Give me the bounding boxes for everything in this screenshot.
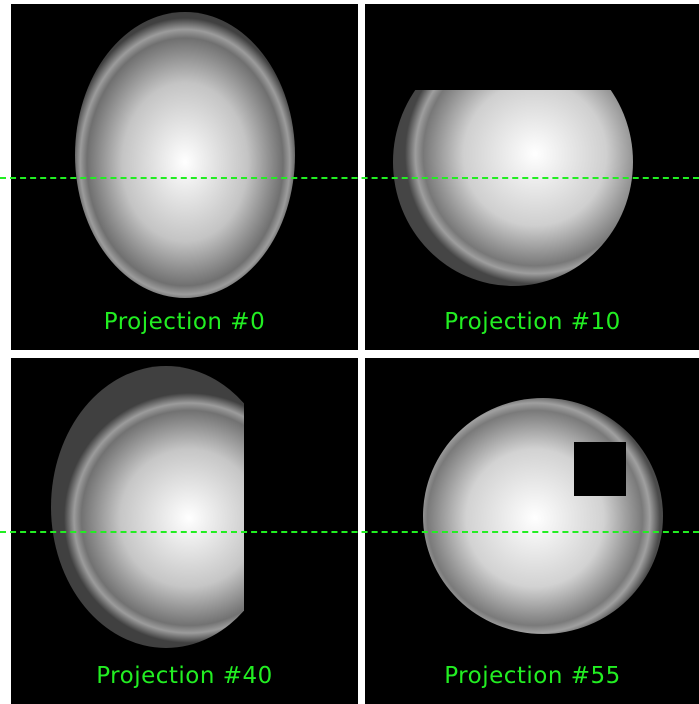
truncated-sphere-projection (393, 90, 633, 286)
guide-line-top (0, 177, 699, 179)
projection-caption: Projection #0 (103, 309, 266, 335)
projection-caption: Projection #55 (444, 663, 621, 689)
sphere-with-square-projection (423, 398, 663, 634)
projection-caption: Projection #10 (444, 309, 621, 335)
ellipsoid-projection (75, 12, 295, 298)
guide-line-bottom (0, 531, 699, 533)
square-void (574, 442, 626, 496)
projection-caption: Projection #40 (96, 663, 273, 689)
half-ellipsoid-projection (51, 366, 244, 648)
